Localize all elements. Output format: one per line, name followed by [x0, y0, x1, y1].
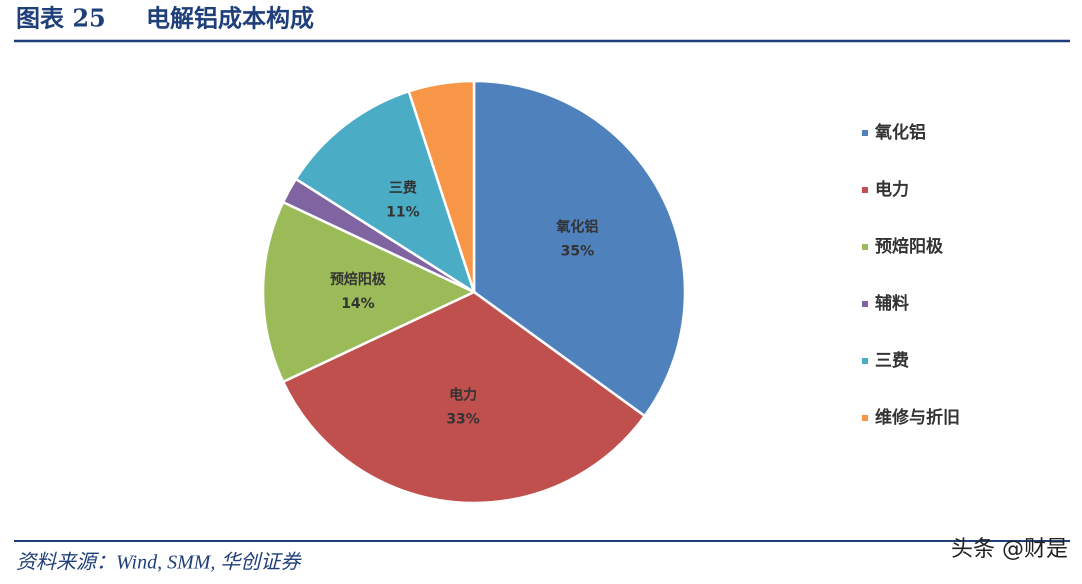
pie-slice [407, 79, 476, 293]
slice-name: 氧化铝 [555, 218, 598, 235]
slice-value: 11% [386, 204, 420, 220]
legend-swatch [862, 187, 868, 193]
source-note: 资料来源：Wind, SMM, 华创证券 [16, 552, 302, 574]
legend-swatch [862, 130, 868, 136]
slice-value: 14% [341, 296, 375, 312]
slice-name: 预焙阳极 [330, 271, 387, 288]
legend-label: 电力 [875, 179, 909, 200]
legend-label: 维修与折旧 [875, 407, 960, 428]
figure-number: 图表 25 [16, 4, 106, 33]
legend-swatch [862, 358, 868, 364]
pie-slice [261, 200, 477, 384]
slice-name: 三费 [389, 179, 417, 196]
legend-label: 预焙阳极 [875, 236, 943, 257]
chart-title: 电解铝成本构成 [146, 4, 314, 33]
legend-swatch [862, 244, 868, 250]
watermark: 头条 @财是 [951, 537, 1068, 562]
legend-label: 氧化铝 [874, 122, 926, 143]
slice-name: 电力 [449, 387, 477, 404]
legend-label: 三费 [875, 350, 909, 371]
slice-value: 33% [446, 412, 480, 428]
pie-slice [281, 290, 647, 505]
slice-value: 35% [561, 243, 595, 259]
pie-slice [472, 79, 687, 418]
legend-swatch [862, 301, 868, 307]
legend-swatch [862, 415, 868, 421]
pie-slice [294, 89, 477, 295]
legend-label: 辅料 [875, 293, 909, 314]
